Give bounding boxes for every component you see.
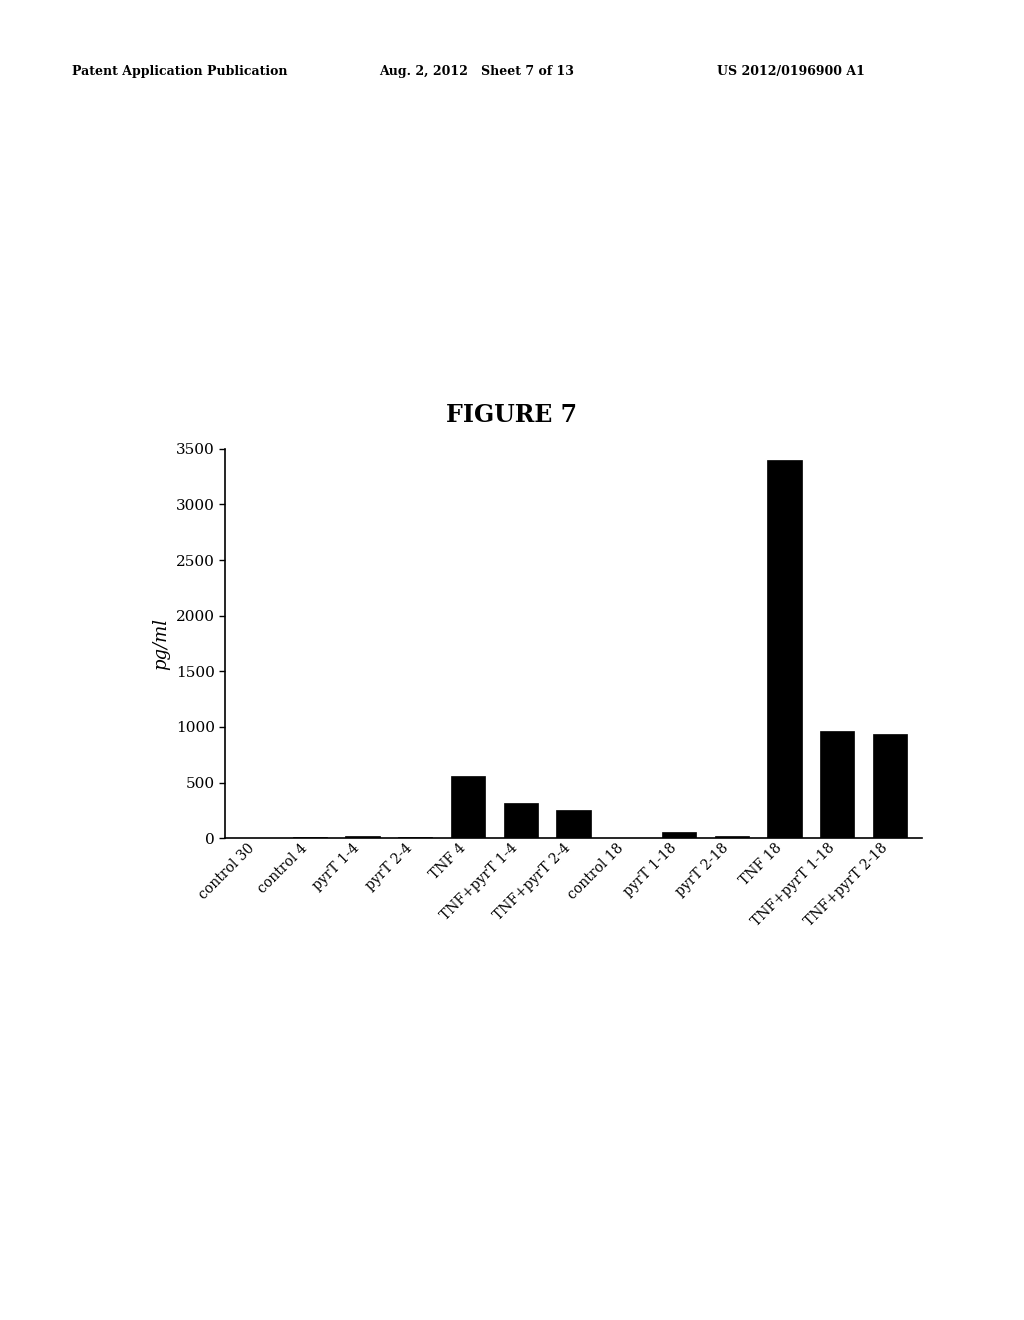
Bar (820, 731, 854, 838)
Text: Patent Application Publication: Patent Application Publication (72, 65, 287, 78)
Bar (345, 836, 380, 838)
Bar (451, 776, 485, 838)
Bar (293, 837, 327, 838)
Text: FIGURE 7: FIGURE 7 (446, 403, 578, 426)
Bar (662, 832, 696, 838)
Text: US 2012/0196900 A1: US 2012/0196900 A1 (717, 65, 864, 78)
Bar (872, 734, 907, 838)
Y-axis label: pg/ml: pg/ml (153, 618, 170, 669)
Text: Aug. 2, 2012   Sheet 7 of 13: Aug. 2, 2012 Sheet 7 of 13 (379, 65, 573, 78)
Bar (715, 836, 749, 838)
Bar (556, 810, 591, 838)
Bar (767, 459, 802, 838)
Bar (504, 803, 538, 838)
